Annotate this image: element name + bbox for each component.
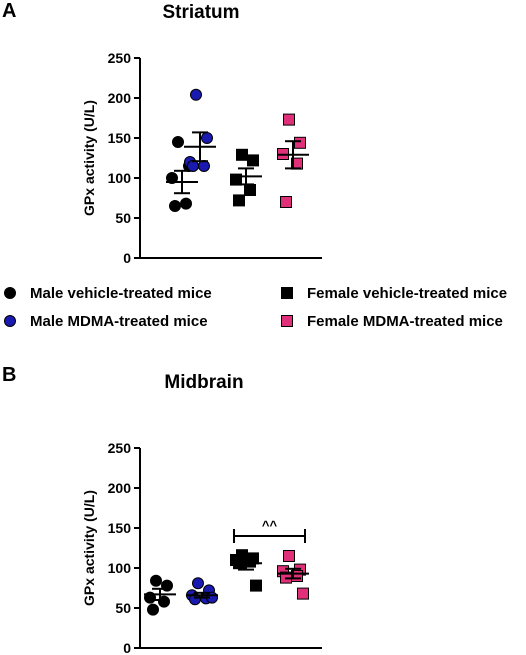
data-point bbox=[233, 194, 245, 207]
y-tick-label: 50 bbox=[115, 600, 131, 616]
data-point bbox=[169, 200, 181, 212]
panel-letter-a: A bbox=[2, 0, 16, 22]
legend-item-3: Female MDMA-treated mice bbox=[281, 313, 503, 330]
data-point bbox=[230, 173, 242, 186]
data-point bbox=[297, 587, 309, 600]
data-point bbox=[150, 574, 162, 587]
legend-label: Female vehicle-treated mice bbox=[307, 285, 507, 302]
y-tick-label: 250 bbox=[108, 50, 132, 66]
significance-label: ^^ bbox=[262, 518, 278, 533]
data-point bbox=[201, 132, 213, 144]
data-point bbox=[283, 550, 295, 562]
data-point bbox=[294, 136, 306, 149]
legend-marker bbox=[4, 287, 16, 299]
y-axis-label: GPx activity (U/L) bbox=[81, 100, 97, 216]
series-1 bbox=[186, 577, 218, 606]
data-point bbox=[166, 172, 178, 184]
midbrain-chart: 0 50 100 150 200 250 GPx activity (U/L) ^^ bbox=[81, 440, 322, 655]
midbrain-title: Midbrain bbox=[164, 372, 243, 393]
legend-item-1: Male MDMA-treated mice bbox=[4, 313, 208, 330]
series-2 bbox=[230, 549, 262, 592]
data-point bbox=[147, 603, 159, 616]
series-2 bbox=[230, 148, 262, 207]
y-tick-label: 150 bbox=[108, 520, 132, 536]
legend-marker bbox=[281, 287, 293, 299]
legend-item-0: Male vehicle-treated mice bbox=[4, 285, 212, 302]
data-point bbox=[192, 577, 204, 590]
y-tick-label: 0 bbox=[123, 250, 131, 266]
data-point bbox=[244, 184, 256, 196]
panel-letter-b: B bbox=[2, 364, 16, 386]
y-tick-label: 200 bbox=[108, 90, 132, 106]
y-tick-label: 150 bbox=[108, 130, 132, 146]
data-point bbox=[236, 148, 248, 161]
striatum-title: Striatum bbox=[162, 2, 239, 23]
series-3 bbox=[277, 550, 309, 600]
data-point bbox=[190, 88, 202, 101]
data-point bbox=[280, 196, 292, 208]
legend-item-2: Female vehicle-treated mice bbox=[281, 285, 507, 302]
legend-label: Female MDMA-treated mice bbox=[307, 313, 503, 330]
series-3 bbox=[277, 113, 309, 208]
data-point bbox=[250, 579, 262, 592]
y-tick-label: 250 bbox=[108, 440, 132, 456]
legend-marker bbox=[281, 315, 293, 327]
legend-label: Male MDMA-treated mice bbox=[30, 313, 208, 330]
data-point bbox=[172, 136, 184, 148]
series-0 bbox=[144, 574, 176, 616]
y-axis-label: GPx activity (U/L) bbox=[81, 490, 97, 606]
data-point bbox=[180, 197, 192, 210]
data-point bbox=[247, 154, 259, 167]
legend-marker bbox=[4, 315, 16, 327]
y-tick-label: 50 bbox=[115, 210, 131, 226]
striatum-chart: 0 50 100 150 200 250 GPx activity (U/L) bbox=[81, 50, 322, 266]
legend: Male vehicle-treated mice Male MDMA-treat… bbox=[4, 285, 507, 330]
data-point bbox=[283, 113, 295, 126]
data-point bbox=[158, 595, 170, 608]
legend-label: Male vehicle-treated mice bbox=[30, 285, 212, 302]
y-tick-label: 0 bbox=[123, 640, 131, 655]
y-tick-label: 200 bbox=[108, 480, 132, 496]
y-tick-label: 100 bbox=[108, 560, 132, 576]
series-1 bbox=[184, 88, 216, 172]
y-tick-label: 100 bbox=[108, 170, 132, 186]
